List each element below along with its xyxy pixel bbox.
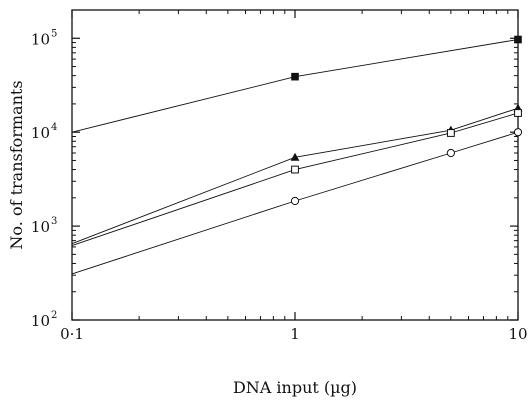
data-point-open-square [291,165,299,174]
data-point-open-circle [513,128,523,137]
y-tick-exponent: 2 [51,310,57,321]
series-line-open-square [71,112,519,247]
data-point-open-square [446,129,455,137]
data-point-open-circle [446,148,455,158]
y-axis-label: No. of transformants [7,80,26,249]
series-line-filled-square [71,39,519,133]
y-tick-label: 10 [31,312,50,330]
x-tick-label: 10 [508,325,527,343]
y-tick-exponent: 5 [51,28,57,39]
series-line-open-circle [71,131,519,275]
y-tick-exponent: 4 [51,122,57,133]
y-tick-label: 10 [31,30,50,48]
y-tick-label: 10 [31,124,50,142]
series-markers [290,35,523,206]
x-tick-label: 0·1 [60,325,84,343]
x-axis-ticks: 0·1 1 10 [60,10,528,343]
data-point-filled-square [514,35,522,44]
x-axis-label: DNA input (µg) [233,378,357,397]
data-point-filled-triangle [290,152,300,161]
data-point-open-circle [290,196,300,206]
data-point-open-square [514,109,522,117]
y-tick-label: 10 [31,218,50,236]
y-tick-exponent: 3 [51,216,57,227]
series-line-filled-triangle [71,107,519,245]
data-point-filled-square [291,72,299,81]
plot-frame [71,9,519,321]
x-tick-label: 1 [290,325,300,343]
